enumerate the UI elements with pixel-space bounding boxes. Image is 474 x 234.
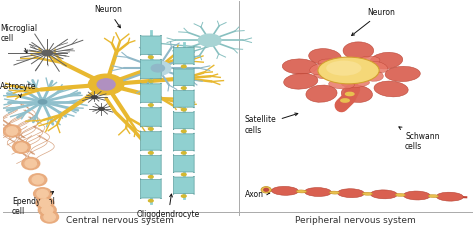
Text: Ependymal
cell: Ependymal cell [12, 191, 55, 216]
Ellipse shape [318, 57, 379, 84]
Ellipse shape [12, 141, 30, 153]
Ellipse shape [44, 213, 55, 221]
FancyBboxPatch shape [140, 83, 161, 103]
FancyBboxPatch shape [173, 111, 194, 130]
Ellipse shape [366, 61, 388, 73]
Ellipse shape [151, 64, 164, 72]
Ellipse shape [35, 98, 50, 106]
Text: Oligodendrocyte: Oligodendrocyte [137, 194, 200, 219]
Text: Schwann
cells: Schwann cells [399, 127, 439, 151]
Ellipse shape [318, 59, 341, 68]
Text: Central nervous system: Central nervous system [66, 216, 174, 225]
Ellipse shape [89, 74, 124, 95]
Ellipse shape [38, 100, 47, 104]
Ellipse shape [272, 186, 299, 195]
Ellipse shape [99, 107, 104, 110]
Ellipse shape [370, 190, 397, 199]
Ellipse shape [263, 188, 269, 192]
Text: Microglial
cell: Microglial cell [0, 24, 37, 53]
Ellipse shape [199, 34, 221, 46]
Ellipse shape [304, 188, 331, 197]
Ellipse shape [313, 67, 337, 79]
Ellipse shape [337, 189, 365, 198]
Ellipse shape [182, 87, 186, 89]
Ellipse shape [341, 85, 373, 102]
Ellipse shape [6, 127, 18, 135]
Ellipse shape [41, 211, 59, 223]
FancyBboxPatch shape [140, 107, 161, 127]
Text: Astrocyte: Astrocyte [0, 82, 36, 97]
Ellipse shape [361, 69, 383, 81]
Ellipse shape [38, 204, 56, 216]
FancyBboxPatch shape [140, 179, 161, 199]
Ellipse shape [306, 85, 337, 102]
Ellipse shape [25, 159, 36, 168]
Ellipse shape [329, 191, 339, 194]
Ellipse shape [436, 192, 463, 201]
Ellipse shape [148, 128, 153, 130]
Ellipse shape [34, 188, 52, 200]
FancyBboxPatch shape [140, 155, 161, 175]
Ellipse shape [346, 92, 354, 96]
Ellipse shape [296, 190, 307, 193]
Ellipse shape [182, 109, 186, 111]
Ellipse shape [39, 199, 51, 207]
Ellipse shape [37, 190, 48, 198]
FancyBboxPatch shape [140, 131, 161, 151]
Ellipse shape [182, 195, 186, 197]
Ellipse shape [16, 143, 27, 151]
Ellipse shape [328, 80, 355, 89]
Ellipse shape [395, 194, 405, 197]
Text: Neuron: Neuron [352, 8, 395, 36]
Ellipse shape [283, 59, 318, 74]
Ellipse shape [261, 186, 271, 193]
FancyBboxPatch shape [140, 35, 161, 55]
Ellipse shape [22, 157, 40, 170]
FancyBboxPatch shape [140, 59, 161, 79]
Ellipse shape [148, 80, 153, 82]
Ellipse shape [374, 81, 408, 97]
Ellipse shape [362, 192, 373, 195]
Ellipse shape [36, 197, 54, 209]
Ellipse shape [32, 176, 44, 184]
Ellipse shape [148, 104, 153, 106]
FancyBboxPatch shape [173, 47, 194, 65]
Ellipse shape [97, 79, 115, 90]
Ellipse shape [342, 79, 370, 88]
Ellipse shape [309, 49, 341, 65]
Ellipse shape [310, 64, 331, 75]
Ellipse shape [182, 173, 186, 176]
FancyBboxPatch shape [173, 133, 194, 151]
FancyBboxPatch shape [173, 90, 194, 108]
Ellipse shape [385, 66, 420, 82]
Text: Axon: Axon [245, 190, 270, 199]
Ellipse shape [148, 56, 153, 58]
Ellipse shape [148, 200, 153, 202]
Ellipse shape [148, 176, 153, 178]
Ellipse shape [428, 194, 438, 197]
Ellipse shape [91, 96, 97, 99]
Ellipse shape [145, 61, 171, 75]
Ellipse shape [343, 42, 374, 59]
FancyBboxPatch shape [173, 176, 194, 194]
Ellipse shape [42, 51, 53, 56]
Ellipse shape [182, 65, 186, 68]
Ellipse shape [3, 125, 21, 137]
Ellipse shape [370, 52, 403, 69]
Text: Satellite
cells: Satellite cells [245, 113, 298, 135]
Ellipse shape [148, 152, 153, 154]
Ellipse shape [29, 174, 47, 186]
Ellipse shape [182, 130, 186, 132]
FancyBboxPatch shape [173, 154, 194, 173]
Text: Neuron: Neuron [94, 5, 122, 28]
Text: Peripheral nervous system: Peripheral nervous system [295, 216, 416, 225]
Ellipse shape [341, 99, 349, 102]
Ellipse shape [182, 152, 186, 154]
Ellipse shape [403, 191, 430, 200]
Ellipse shape [42, 206, 53, 214]
Ellipse shape [355, 56, 380, 66]
FancyBboxPatch shape [173, 68, 194, 87]
Ellipse shape [326, 61, 362, 76]
Ellipse shape [283, 73, 318, 89]
